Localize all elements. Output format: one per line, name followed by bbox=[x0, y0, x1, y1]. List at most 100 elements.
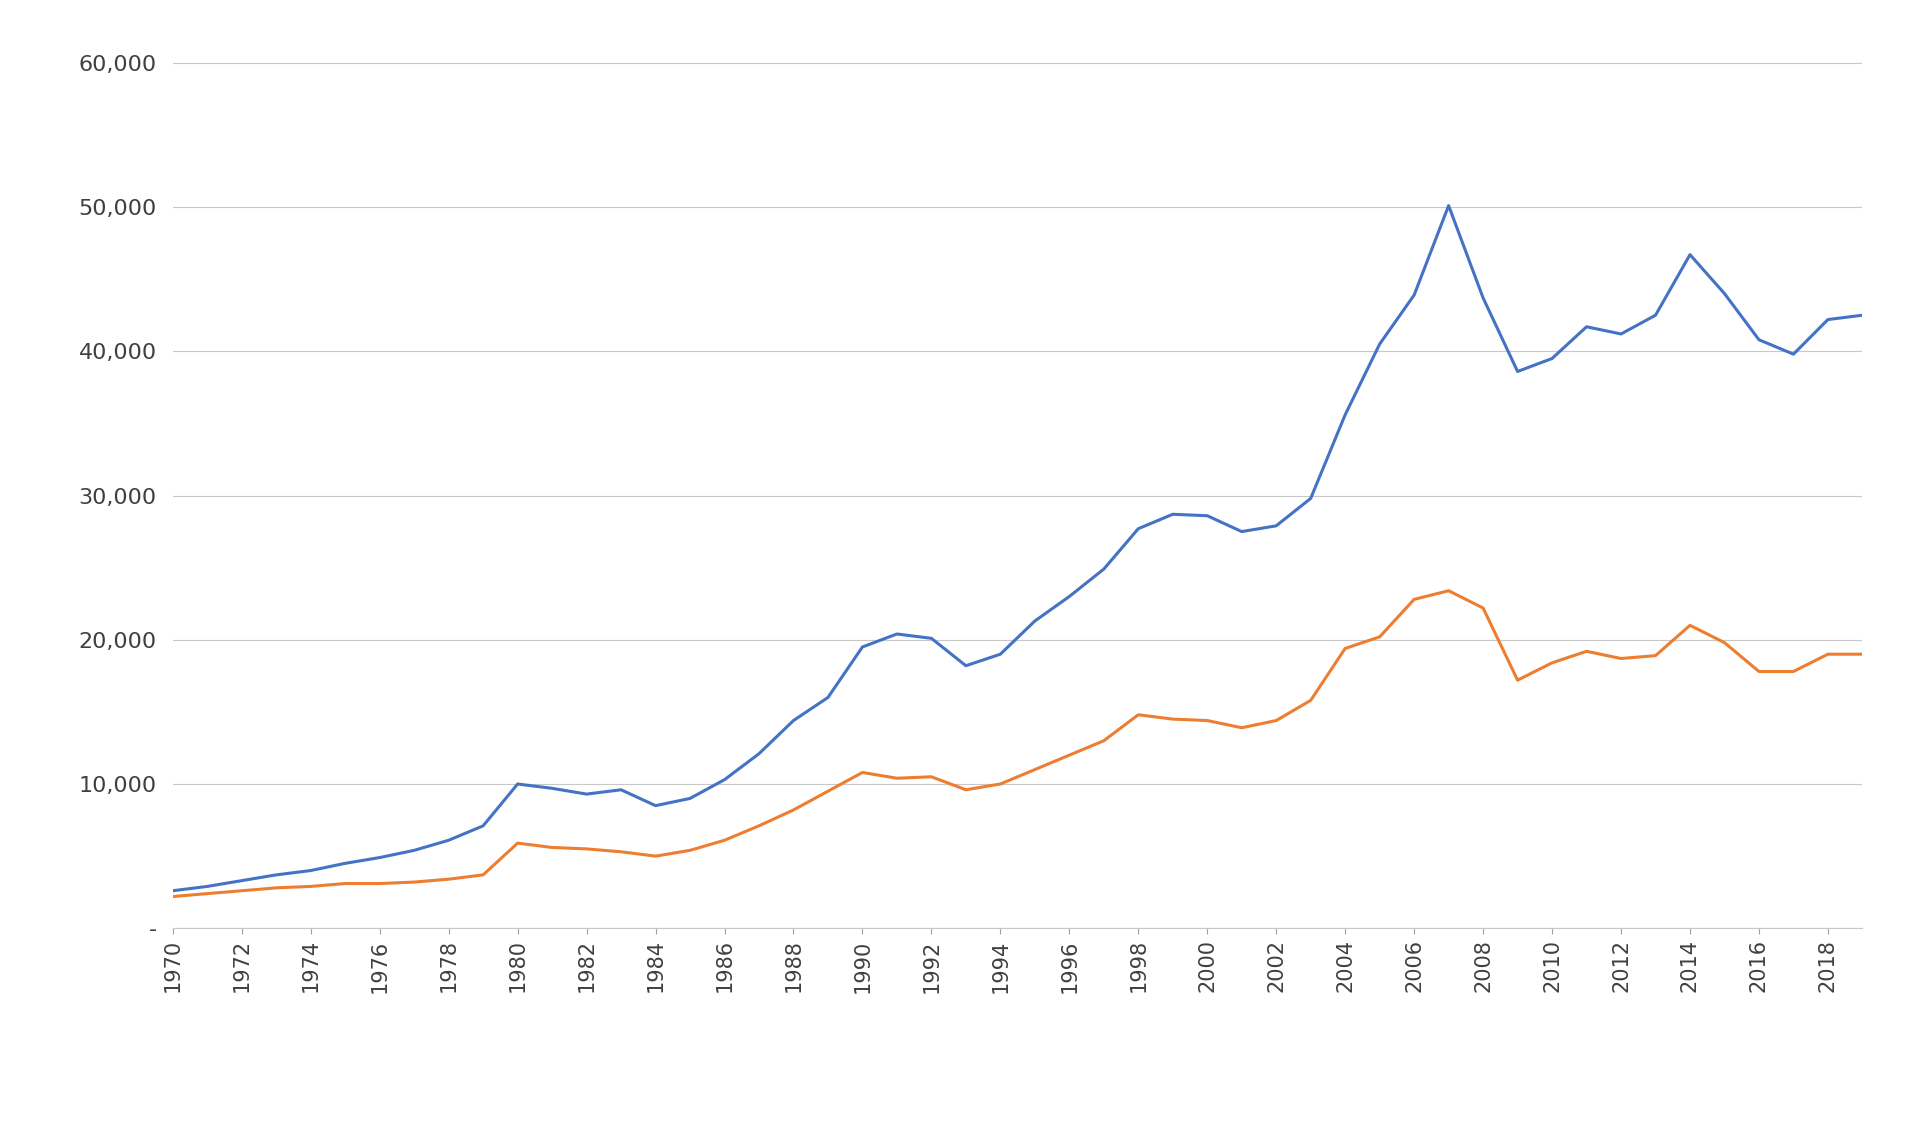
UK pc GDP bbox=[1609, 327, 1632, 341]
UK pc NMVA bbox=[1678, 618, 1701, 632]
UK pc NMVA bbox=[334, 877, 357, 891]
UK pc GDP bbox=[196, 880, 219, 893]
UK pc GDP bbox=[1334, 408, 1357, 421]
UK pc NMVA bbox=[507, 837, 530, 850]
UK pc NMVA bbox=[609, 844, 632, 858]
UK pc NMVA bbox=[1816, 648, 1839, 661]
UK pc GDP bbox=[1782, 348, 1805, 361]
UK pc GDP bbox=[1265, 518, 1288, 533]
UK pc NMVA bbox=[1574, 644, 1597, 658]
UK pc GDP bbox=[1300, 491, 1323, 505]
UK pc GDP bbox=[1574, 320, 1597, 334]
UK pc GDP bbox=[576, 788, 599, 801]
UK pc GDP bbox=[1747, 333, 1770, 346]
UK pc GDP bbox=[1231, 525, 1254, 539]
UK pc NMVA bbox=[230, 884, 253, 898]
UK pc NMVA bbox=[472, 868, 495, 882]
Line: UK pc GDP: UK pc GDP bbox=[173, 206, 1862, 891]
UK pc GDP bbox=[1471, 291, 1494, 305]
UK pc GDP bbox=[403, 843, 426, 857]
UK pc GDP bbox=[1369, 337, 1392, 351]
UK pc NMVA bbox=[1609, 652, 1632, 666]
UK pc GDP bbox=[885, 627, 908, 641]
UK pc NMVA bbox=[1127, 708, 1150, 721]
UK pc GDP bbox=[1023, 615, 1046, 628]
UK pc NMVA bbox=[541, 841, 564, 855]
UK pc GDP bbox=[989, 648, 1012, 661]
UK pc NMVA bbox=[1023, 763, 1046, 777]
UK pc NMVA bbox=[403, 875, 426, 889]
UK pc NMVA bbox=[1300, 694, 1323, 708]
UK pc GDP bbox=[781, 714, 804, 728]
UK pc NMVA bbox=[369, 877, 392, 891]
UK pc GDP bbox=[1058, 590, 1081, 603]
UK pc NMVA bbox=[1644, 649, 1667, 662]
UK pc NMVA bbox=[1092, 734, 1116, 747]
UK pc NMVA bbox=[1334, 642, 1357, 655]
UK pc NMVA bbox=[712, 833, 735, 847]
UK pc GDP bbox=[1713, 286, 1736, 300]
UK pc NMVA bbox=[1747, 664, 1770, 678]
UK pc GDP bbox=[1196, 509, 1219, 523]
UK pc NMVA bbox=[265, 881, 288, 894]
UK pc GDP bbox=[747, 747, 770, 761]
UK pc NMVA bbox=[1369, 631, 1392, 644]
UK pc GDP bbox=[920, 632, 943, 645]
Line: UK pc NMVA: UK pc NMVA bbox=[173, 591, 1862, 897]
UK pc GDP bbox=[1851, 308, 1874, 321]
UK pc GDP bbox=[712, 773, 735, 787]
UK pc NMVA bbox=[781, 804, 804, 817]
UK pc NMVA bbox=[196, 886, 219, 900]
UK pc GDP bbox=[369, 851, 392, 865]
UK pc GDP bbox=[438, 833, 461, 847]
UK pc NMVA bbox=[1851, 648, 1874, 661]
UK pc NMVA bbox=[1436, 584, 1459, 598]
UK pc NMVA bbox=[989, 778, 1012, 791]
UK pc GDP bbox=[1092, 563, 1116, 576]
UK pc NMVA bbox=[1505, 674, 1528, 687]
UK pc GDP bbox=[161, 884, 184, 898]
UK pc NMVA bbox=[920, 770, 943, 783]
UK pc NMVA bbox=[300, 880, 323, 893]
UK pc GDP bbox=[1644, 308, 1667, 321]
UK pc NMVA bbox=[885, 771, 908, 784]
UK pc NMVA bbox=[747, 820, 770, 833]
UK pc NMVA bbox=[1471, 601, 1494, 615]
UK pc NMVA bbox=[678, 843, 701, 857]
UK pc NMVA bbox=[1713, 636, 1736, 650]
UK pc GDP bbox=[507, 778, 530, 791]
UK pc NMVA bbox=[1231, 721, 1254, 735]
UK pc NMVA bbox=[954, 783, 977, 797]
UK pc GDP bbox=[334, 857, 357, 871]
UK pc NMVA bbox=[1265, 714, 1288, 728]
UK pc GDP bbox=[851, 641, 874, 654]
UK pc NMVA bbox=[643, 849, 666, 863]
UK pc GDP bbox=[1540, 352, 1563, 366]
UK pc GDP bbox=[230, 874, 253, 887]
UK pc NMVA bbox=[1782, 664, 1805, 678]
UK pc GDP bbox=[954, 659, 977, 672]
UK pc NMVA bbox=[1404, 592, 1427, 606]
UK pc GDP bbox=[643, 799, 666, 813]
UK pc GDP bbox=[1404, 289, 1427, 302]
UK pc NMVA bbox=[1540, 657, 1563, 670]
UK pc NMVA bbox=[851, 765, 874, 779]
UK pc GDP bbox=[816, 691, 839, 704]
UK pc GDP bbox=[300, 864, 323, 877]
UK pc NMVA bbox=[161, 890, 184, 903]
UK pc NMVA bbox=[438, 873, 461, 886]
Legend: UK pc GDP, UK pc NMVA: UK pc GDP, UK pc NMVA bbox=[783, 1122, 1252, 1132]
UK pc GDP bbox=[1816, 312, 1839, 326]
UK pc NMVA bbox=[1162, 712, 1185, 726]
UK pc GDP bbox=[1678, 248, 1701, 261]
UK pc GDP bbox=[472, 820, 495, 833]
UK pc GDP bbox=[1162, 507, 1185, 521]
UK pc NMVA bbox=[1196, 714, 1219, 728]
UK pc GDP bbox=[1505, 365, 1528, 378]
UK pc GDP bbox=[265, 868, 288, 882]
UK pc NMVA bbox=[1058, 748, 1081, 762]
UK pc GDP bbox=[609, 783, 632, 797]
UK pc GDP bbox=[1436, 199, 1459, 213]
UK pc GDP bbox=[541, 781, 564, 795]
UK pc NMVA bbox=[576, 842, 599, 856]
